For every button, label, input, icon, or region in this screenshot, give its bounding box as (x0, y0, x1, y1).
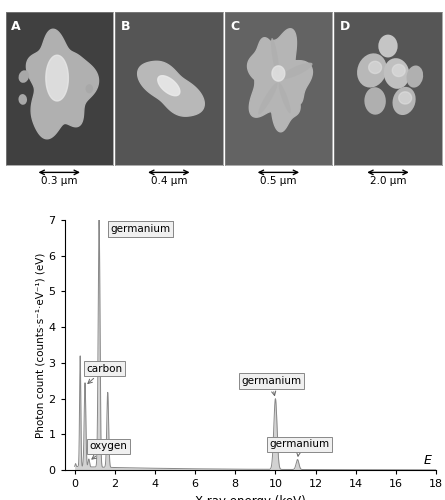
Text: germanium: germanium (111, 224, 171, 234)
Polygon shape (138, 62, 204, 116)
Ellipse shape (364, 87, 386, 115)
X-axis label: X-ray energy (keV): X-ray energy (keV) (195, 494, 306, 500)
Polygon shape (392, 64, 405, 76)
Polygon shape (272, 66, 285, 81)
Ellipse shape (384, 58, 409, 89)
Polygon shape (399, 92, 412, 104)
Text: germanium: germanium (111, 224, 171, 234)
Text: oxygen: oxygen (89, 442, 128, 459)
Polygon shape (158, 76, 180, 96)
Polygon shape (368, 62, 381, 74)
Text: 2.0 μm: 2.0 μm (370, 176, 406, 186)
Y-axis label: Photon count (counts·s⁻¹·eV⁻¹) (eV): Photon count (counts·s⁻¹·eV⁻¹) (eV) (36, 252, 45, 438)
Text: germanium: germanium (241, 376, 301, 396)
Polygon shape (26, 29, 98, 139)
Polygon shape (46, 55, 69, 101)
Text: D: D (340, 20, 350, 33)
Ellipse shape (378, 34, 398, 58)
Text: germanium: germanium (270, 440, 330, 456)
Ellipse shape (280, 62, 312, 80)
Ellipse shape (85, 84, 93, 94)
Ellipse shape (258, 83, 278, 114)
Ellipse shape (271, 38, 279, 76)
Text: A: A (11, 20, 20, 33)
Text: B: B (121, 20, 130, 33)
Ellipse shape (279, 83, 291, 114)
Ellipse shape (19, 70, 29, 83)
Text: 0.5 μm: 0.5 μm (260, 176, 297, 186)
Text: E: E (424, 454, 432, 467)
Polygon shape (247, 28, 312, 132)
Text: 0.4 μm: 0.4 μm (150, 176, 187, 186)
Ellipse shape (392, 87, 416, 115)
Ellipse shape (406, 66, 423, 88)
Ellipse shape (18, 94, 27, 105)
Text: C: C (230, 20, 239, 33)
Ellipse shape (357, 54, 387, 88)
Text: carbon: carbon (87, 364, 123, 384)
Text: 0.3 μm: 0.3 μm (41, 176, 77, 186)
